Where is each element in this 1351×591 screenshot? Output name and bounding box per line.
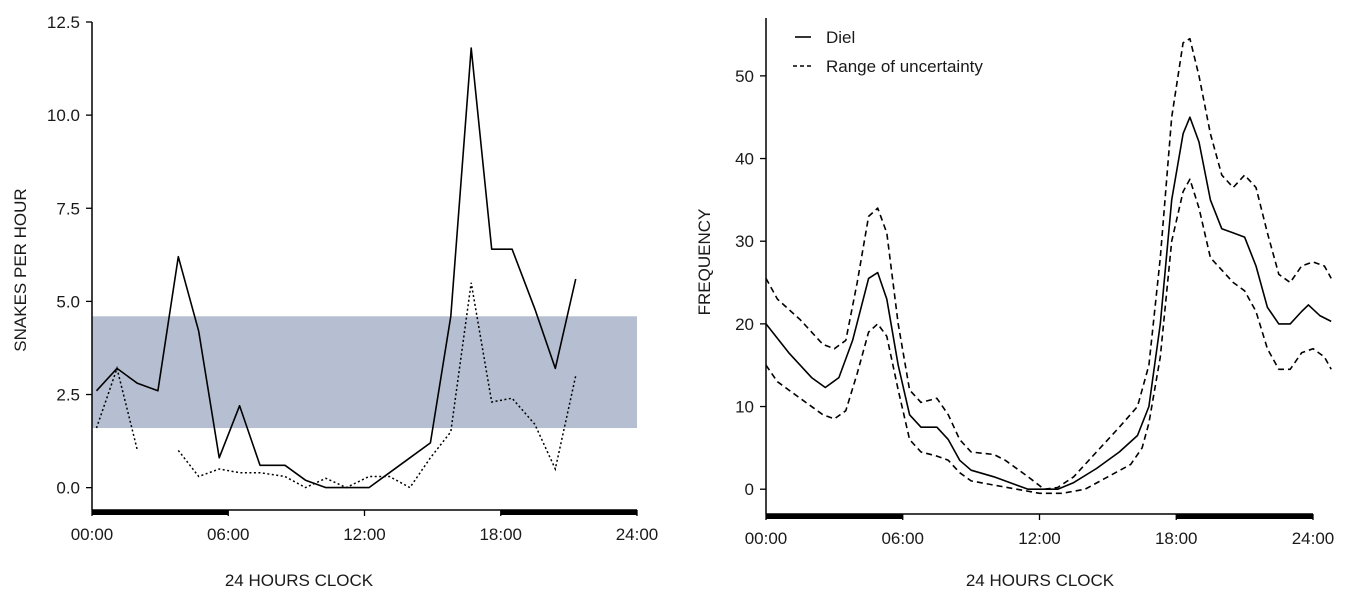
left-series-dotted-line-0 — [95, 365, 139, 451]
left-y-tick-label: 7.5 — [56, 199, 80, 218]
left-x-tick-label: 12:00 — [343, 525, 386, 544]
right-y-tick-label: 20 — [735, 315, 754, 334]
left-y-ticks: 0.0 2.5 5.0 7.5 10.0 12.5 — [47, 13, 92, 498]
left-series-dotted-line-1 — [177, 282, 577, 489]
right-x-tick-label: 06:00 — [881, 529, 924, 548]
left-x-ticks: 00:00 06:00 12:00 18:00 24:00 — [71, 510, 659, 544]
right-y-ticks: 0 10 20 30 40 50 — [735, 67, 766, 499]
right-series-uncertainty-line-1 — [765, 37, 1332, 490]
left-y-tick-label: 5.0 — [56, 292, 80, 311]
left-night-bar-1 — [500, 510, 637, 515]
right-x-tick-label: 00:00 — [745, 529, 788, 548]
left-x-tick-label: 18:00 — [479, 525, 522, 544]
left-series-solid-line — [95, 47, 577, 489]
right-night-bar-0 — [766, 514, 903, 519]
left-y-tick-label: 0.0 — [56, 479, 80, 498]
right-series-uncertainty-line-2 — [765, 178, 1332, 495]
left-y-axis-title: SNAKES PER HOUR — [11, 188, 30, 351]
right-x-tick-label: 24:00 — [1292, 529, 1335, 548]
right-y-tick-label: 50 — [735, 67, 754, 86]
right-x-ticks: 00:00 06:00 12:00 18:00 24:00 — [745, 514, 1335, 548]
left-chart: 0.0 2.5 5.0 7.5 10.0 12.5 00:00 06:00 12:00 18:0… — [11, 13, 658, 590]
left-x-tick-label: 24:00 — [616, 525, 659, 544]
left-y-tick-label: 2.5 — [56, 386, 80, 405]
right-night-bars — [766, 514, 1313, 519]
right-x-axis-title: 24 HOURS CLOCK — [966, 571, 1115, 590]
right-y-tick-label: 10 — [735, 398, 754, 417]
left-x-tick-label: 00:00 — [71, 525, 114, 544]
right-chart: 0 10 20 30 40 50 00:00 06:00 12:00 18:00 24:00 24… — [695, 18, 1334, 590]
left-uncertainty-band — [92, 316, 637, 429]
left-x-axis-title: 24 HOURS CLOCK — [225, 571, 374, 590]
right-y-axis-title: FREQUENCY — [695, 209, 714, 316]
right-night-bar-1 — [1176, 514, 1313, 519]
left-x-tick-label: 06:00 — [207, 525, 250, 544]
legend-label-diel: Diel — [826, 28, 855, 47]
left-night-bar-0 — [92, 510, 229, 515]
left-y-tick-label: 10.0 — [47, 106, 80, 125]
right-x-tick-label: 18:00 — [1155, 529, 1198, 548]
right-y-tick-label: 0 — [745, 480, 754, 499]
right-series-group — [765, 37, 1332, 495]
legend-label-uncertainty: Range of uncertainty — [826, 57, 983, 76]
left-night-bars — [92, 510, 637, 515]
right-y-tick-label: 30 — [735, 232, 754, 251]
right-legend: Diel Range of uncertainty — [793, 28, 983, 76]
right-series-diel-line — [765, 116, 1332, 490]
left-series-group — [95, 47, 577, 489]
right-y-tick-label: 40 — [735, 150, 754, 169]
left-y-tick-label: 12.5 — [47, 13, 80, 32]
right-x-tick-label: 12:00 — [1018, 529, 1061, 548]
